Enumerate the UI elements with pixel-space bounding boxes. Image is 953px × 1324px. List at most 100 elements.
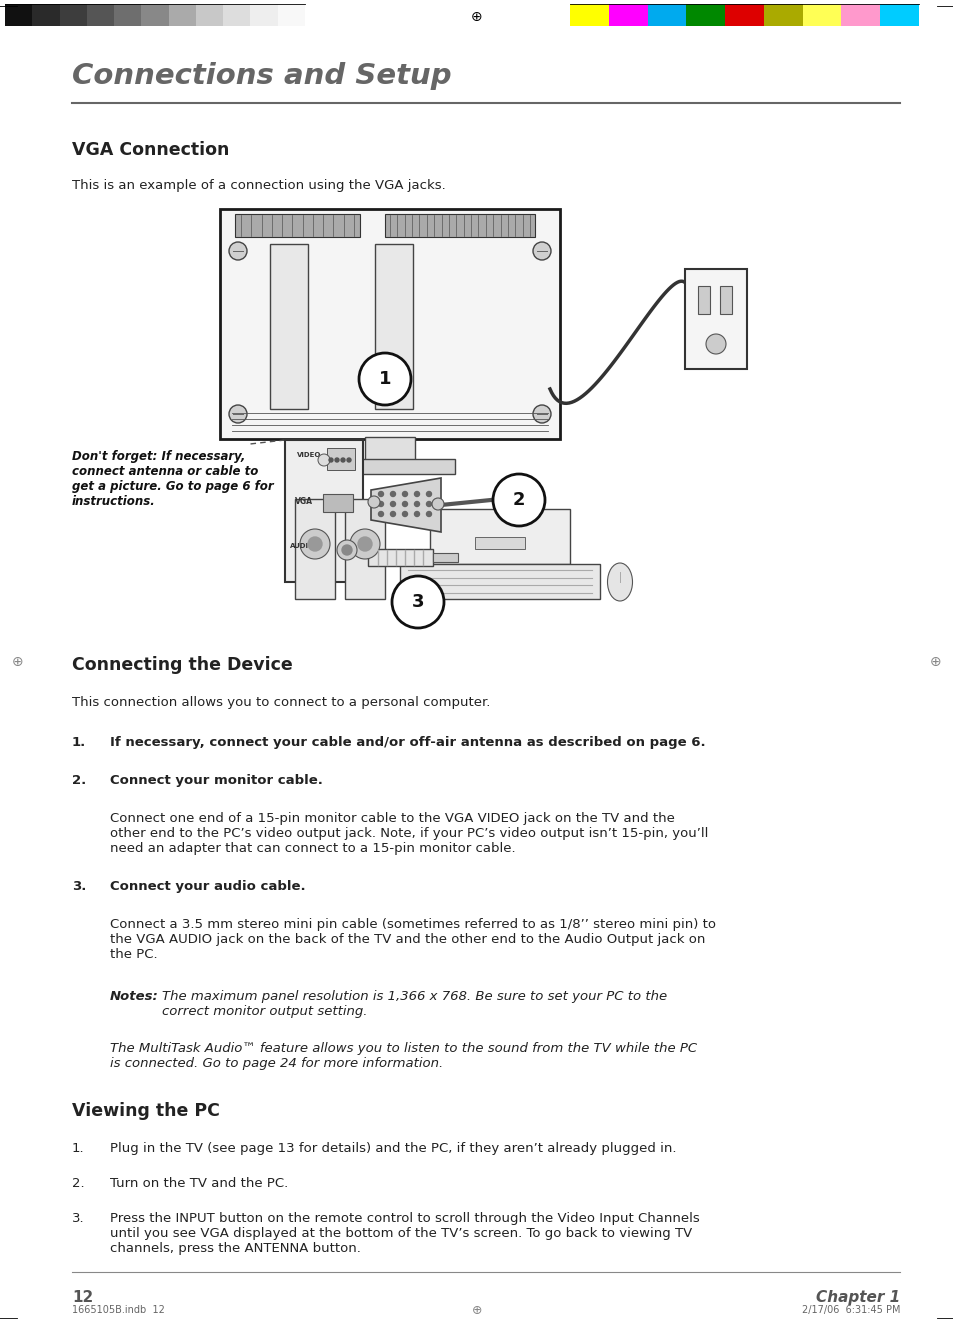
Bar (59, 4, 87, 26)
Circle shape (329, 458, 333, 462)
Bar (327, 448, 355, 470)
Bar (32, 4, 59, 26)
Text: Connect a 3.5 mm stereo mini pin cable (sometimes referred to as 1/8’’ stereo mi: Connect a 3.5 mm stereo mini pin cable (… (110, 918, 716, 961)
Bar (841, 4, 880, 26)
Polygon shape (254, 418, 410, 440)
Circle shape (378, 491, 383, 496)
Bar (220, 209, 559, 440)
Circle shape (378, 511, 383, 516)
Circle shape (705, 334, 725, 354)
Text: VIDEO: VIDEO (296, 451, 321, 458)
Circle shape (533, 242, 551, 260)
Polygon shape (371, 478, 440, 532)
Bar (270, 244, 308, 409)
Circle shape (358, 354, 411, 405)
Bar (345, 499, 385, 598)
Bar (325, 459, 455, 474)
Text: Connect your monitor cable.: Connect your monitor cable. (110, 775, 322, 786)
Circle shape (426, 511, 431, 516)
Bar (647, 4, 685, 26)
Text: 12: 12 (71, 1290, 93, 1305)
Bar (569, 4, 608, 26)
Text: Don't forget: If necessary,
connect antenna or cable to
get a picture. Go to pag: Don't forget: If necessary, connect ante… (71, 450, 274, 508)
Ellipse shape (607, 563, 632, 601)
Bar (698, 286, 709, 314)
Text: Press the INPUT button on the remote control to scroll through the Video Input C: Press the INPUT button on the remote con… (110, 1211, 699, 1255)
Bar (368, 549, 433, 565)
Bar (763, 4, 801, 26)
Circle shape (392, 576, 443, 628)
Circle shape (341, 545, 352, 555)
Text: 1.: 1. (71, 1143, 85, 1155)
Bar (399, 564, 599, 598)
Circle shape (414, 511, 419, 516)
Bar (277, 4, 305, 26)
Text: ⊕: ⊕ (929, 655, 941, 669)
Text: 2.: 2. (71, 775, 86, 786)
Circle shape (229, 242, 247, 260)
Circle shape (402, 491, 407, 496)
Circle shape (533, 405, 551, 422)
Circle shape (340, 458, 345, 462)
Text: Connect your audio cable.: Connect your audio cable. (110, 880, 305, 892)
Bar (720, 286, 731, 314)
Circle shape (414, 491, 419, 496)
Text: 1.: 1. (71, 736, 86, 749)
Text: 2/17/06  6:31:45 PM: 2/17/06 6:31:45 PM (801, 1305, 899, 1315)
Bar (608, 4, 647, 26)
Text: Connect one end of a 15-pin monitor cable to the VGA VIDEO jack on the TV and th: Connect one end of a 15-pin monitor cabl… (110, 812, 708, 855)
Circle shape (414, 502, 419, 507)
Text: Viewing the PC: Viewing the PC (71, 1102, 219, 1120)
Circle shape (493, 474, 544, 526)
Circle shape (402, 511, 407, 516)
Bar (475, 538, 524, 549)
Circle shape (335, 458, 338, 462)
Bar (234, 214, 359, 237)
Bar (285, 440, 363, 583)
Text: ⊕: ⊕ (12, 655, 24, 669)
Circle shape (426, 502, 431, 507)
Circle shape (368, 496, 379, 508)
Text: VGA Connection: VGA Connection (71, 140, 229, 159)
Circle shape (390, 502, 395, 507)
Text: This is an example of a connection using the VGA jacks.: This is an example of a connection using… (71, 179, 445, 192)
Text: 2.: 2. (71, 1177, 85, 1190)
Circle shape (378, 502, 383, 507)
Bar (114, 4, 141, 26)
Bar (141, 4, 169, 26)
Text: This connection allows you to connect to a personal computer.: This connection allows you to connect to… (71, 696, 490, 708)
Circle shape (402, 502, 407, 507)
Bar (430, 508, 569, 564)
Bar (365, 437, 415, 461)
Bar (801, 4, 841, 26)
Bar (195, 4, 223, 26)
Text: ⊕: ⊕ (471, 11, 482, 24)
Text: Turn on the TV and the PC.: Turn on the TV and the PC. (110, 1177, 288, 1190)
Text: Chapter 1: Chapter 1 (815, 1290, 899, 1305)
Text: 3.: 3. (71, 1211, 85, 1225)
Bar (323, 494, 353, 512)
Bar (880, 4, 918, 26)
Circle shape (432, 498, 443, 510)
Text: ⊕: ⊕ (471, 1304, 482, 1316)
Bar (223, 4, 251, 26)
Circle shape (390, 511, 395, 516)
Text: 3.: 3. (71, 880, 87, 892)
Text: Connecting the Device: Connecting the Device (71, 655, 293, 674)
Text: 1: 1 (378, 369, 391, 388)
Bar (87, 4, 114, 26)
Circle shape (426, 491, 431, 496)
Bar (294, 499, 335, 598)
Bar (684, 269, 746, 369)
Bar (169, 4, 195, 26)
Bar (433, 553, 457, 561)
Text: The maximum panel resolution is 1,366 x 768. Be sure to set your PC to the
corre: The maximum panel resolution is 1,366 x … (162, 990, 666, 1018)
Text: 2: 2 (512, 491, 525, 508)
Bar (251, 4, 277, 26)
Circle shape (229, 405, 247, 422)
Circle shape (299, 530, 330, 559)
Text: Plug in the TV (see page 13 for details) and the PC, if they aren’t already plug: Plug in the TV (see page 13 for details)… (110, 1143, 676, 1155)
Circle shape (317, 454, 330, 466)
Bar (385, 214, 535, 237)
Text: The MultiTask Audio™ feature allows you to listen to the sound from the TV while: The MultiTask Audio™ feature allows you … (110, 1042, 697, 1070)
